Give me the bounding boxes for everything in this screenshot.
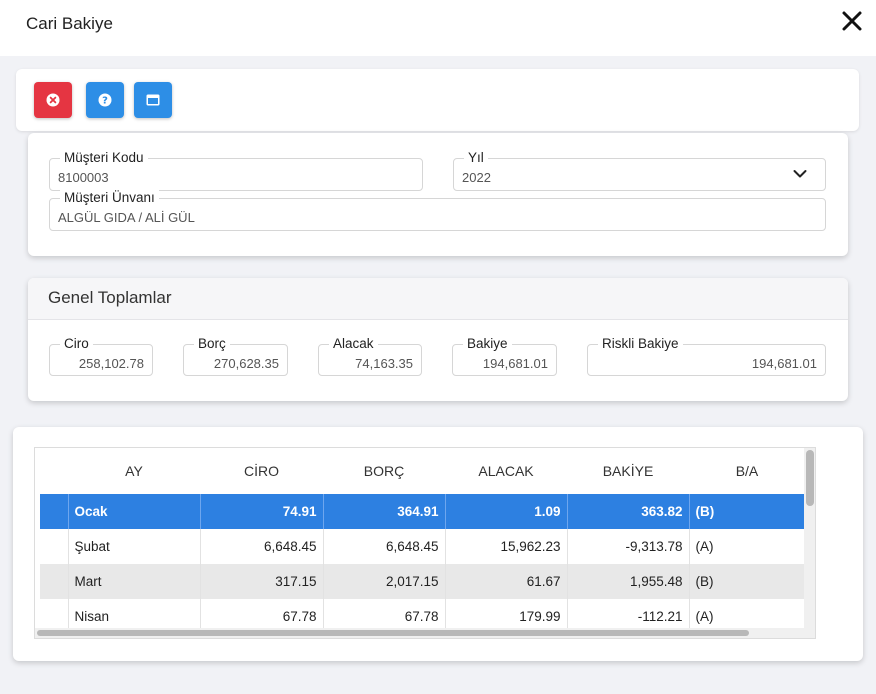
- musteri-unvani-label: Müşteri Ünvanı: [60, 190, 159, 206]
- header-spacer: [35, 448, 40, 494]
- col-header-ay[interactable]: AY: [68, 448, 200, 494]
- chevron-down-icon: [793, 170, 807, 178]
- cell-borc: 6,648.45: [323, 529, 446, 564]
- musteri-kodu-label: Müşteri Kodu: [60, 150, 148, 166]
- bakiye-value: 194,681.01: [482, 356, 548, 371]
- table-header-row: AY CİRO BORÇ ALACAK BAKİYE B/A: [35, 448, 805, 494]
- cell-ay: Mart: [68, 564, 201, 599]
- window-button[interactable]: [134, 82, 172, 118]
- col-header-ciro[interactable]: CİRO: [200, 448, 323, 494]
- ciro-field[interactable]: Ciro 258,102.78: [49, 336, 153, 376]
- customer-form: Müşteri Kodu 8100003 Yıl 2022 Müşteri Ün…: [28, 133, 848, 256]
- cell-bakiye: 363.82: [567, 494, 690, 529]
- borc-label: Borç: [194, 336, 230, 352]
- ciro-label: Ciro: [60, 336, 93, 352]
- cell-bakiye: -9,313.78: [567, 529, 690, 564]
- header-indicator: [40, 448, 68, 494]
- cell-ciro: 317.15: [200, 564, 324, 599]
- col-header-alacak[interactable]: ALACAK: [445, 448, 567, 494]
- monthly-table: AY CİRO BORÇ ALACAK BAKİYE B/A Ocak 74.9…: [35, 448, 806, 634]
- monthly-grid: AY CİRO BORÇ ALACAK BAKİYE B/A Ocak 74.9…: [34, 447, 816, 639]
- cell-ba: (A): [689, 529, 806, 564]
- cell-alacak: 15,962.23: [445, 529, 568, 564]
- cell-ciro: 6,648.45: [200, 529, 324, 564]
- horizontal-scrollbar[interactable]: [35, 628, 804, 638]
- cell-ay: Şubat: [68, 529, 201, 564]
- riskli-bakiye-field[interactable]: Riskli Bakiye 194,681.01: [587, 336, 826, 376]
- musteri-unvani-field[interactable]: Müşteri Ünvanı ALGÜL GIDA / ALİ GÜL: [49, 190, 826, 231]
- col-header-ba[interactable]: B/A: [689, 448, 805, 494]
- borc-value: 270,628.35: [213, 356, 279, 371]
- yil-select[interactable]: Yıl 2022: [453, 150, 826, 191]
- row-spacer: [35, 564, 40, 599]
- ciro-value: 258,102.78: [78, 356, 144, 371]
- row-indicator: [40, 564, 69, 599]
- cell-ba: (B): [689, 494, 806, 529]
- col-header-borc[interactable]: BORÇ: [323, 448, 445, 494]
- alacak-field[interactable]: Alacak 74,163.35: [318, 336, 422, 376]
- riskli-bakiye-value: 194,681.01: [751, 356, 817, 371]
- musteri-unvani-value: ALGÜL GIDA / ALİ GÜL: [58, 210, 195, 225]
- totals-title: Genel Toplamlar: [48, 288, 172, 307]
- bakiye-field[interactable]: Bakiye 194,681.01: [452, 336, 557, 376]
- alacak-label: Alacak: [329, 336, 378, 352]
- musteri-kodu-field[interactable]: Müşteri Kodu 8100003: [49, 150, 423, 191]
- monthly-grid-card: AY CİRO BORÇ ALACAK BAKİYE B/A Ocak 74.9…: [13, 427, 863, 661]
- yil-label: Yıl: [464, 150, 488, 166]
- close-button[interactable]: [838, 8, 866, 36]
- cell-bakiye: 1,955.48: [567, 564, 690, 599]
- table-row[interactable]: Ocak 74.91 364.91 1.09 363.82 (B): [35, 494, 806, 529]
- borc-field[interactable]: Borç 270,628.35: [183, 336, 288, 376]
- row-spacer: [35, 494, 40, 529]
- cell-alacak: 61.67: [445, 564, 568, 599]
- toolbar: ?: [16, 69, 859, 131]
- col-header-bakiye[interactable]: BAKİYE: [567, 448, 689, 494]
- row-indicator: [40, 529, 69, 564]
- cell-ay: Ocak: [68, 494, 201, 529]
- totals-panel: Genel Toplamlar Ciro 258,102.78 Borç 270…: [28, 278, 848, 401]
- alacak-value: 74,163.35: [355, 356, 413, 371]
- totals-header: Genel Toplamlar: [28, 278, 848, 320]
- cell-borc: 2,017.15: [323, 564, 446, 599]
- window-icon: [146, 94, 160, 106]
- bakiye-label: Bakiye: [463, 336, 512, 352]
- x-circle-icon: [46, 93, 60, 107]
- cell-borc: 364.91: [323, 494, 446, 529]
- help-button[interactable]: ?: [86, 82, 124, 118]
- musteri-kodu-value: 8100003: [58, 170, 109, 185]
- horizontal-scroll-thumb[interactable]: [37, 630, 749, 636]
- cell-ciro: 74.91: [200, 494, 324, 529]
- window-title: Cari Bakiye: [26, 14, 113, 33]
- riskli-bakiye-label: Riskli Bakiye: [598, 336, 683, 352]
- cell-alacak: 1.09: [445, 494, 568, 529]
- question-icon: ?: [98, 93, 112, 107]
- row-indicator: [40, 494, 69, 529]
- table-row[interactable]: Mart 317.15 2,017.15 61.67 1,955.48 (B): [35, 564, 806, 599]
- close-icon: [842, 11, 862, 31]
- title-bar: Cari Bakiye: [0, 0, 876, 56]
- vertical-scroll-thumb[interactable]: [806, 450, 814, 506]
- vertical-scrollbar[interactable]: [804, 448, 815, 638]
- table-row[interactable]: Şubat 6,648.45 6,648.45 15,962.23 -9,313…: [35, 529, 806, 564]
- cell-ba: (B): [689, 564, 806, 599]
- cancel-button[interactable]: [34, 82, 72, 118]
- yil-value: 2022: [462, 170, 491, 185]
- svg-text:?: ?: [102, 96, 108, 107]
